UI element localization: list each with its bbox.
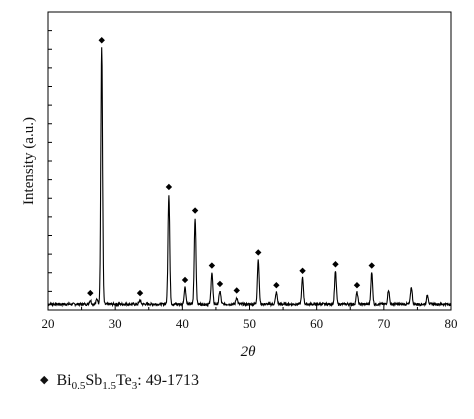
- xrd-pattern-layer: [47, 47, 452, 308]
- x-tick-label: 40: [176, 316, 189, 331]
- legend-label: Bi0.5Sb1.5Te3: 49-1713: [56, 372, 200, 393]
- peak-marker-diamond: [233, 287, 240, 294]
- peak-marker-diamond: [353, 282, 361, 289]
- x-tick-label: 70: [377, 316, 390, 331]
- x-tick-label: 20: [42, 316, 55, 331]
- peak-marker-diamond: [98, 37, 105, 44]
- xrd-pattern-line: [47, 47, 452, 308]
- peak-marker-diamond: [273, 282, 280, 289]
- tick-label-layer: 20 30 40 50 60 70 80: [42, 316, 458, 331]
- x-tick-label: 50: [243, 316, 256, 331]
- peak-marker-diamond: [332, 261, 339, 268]
- peak-marker-diamond: [368, 262, 375, 269]
- x-tick-label: 80: [445, 316, 458, 331]
- diamond-marker-icon: ◆: [40, 374, 49, 386]
- peak-marker-diamond: [136, 289, 144, 297]
- peak-marker-diamond: [191, 207, 199, 214]
- y-axis-label: Intensity (a.u.): [21, 117, 37, 205]
- x-tick-label: 30: [109, 316, 122, 331]
- legend-subscript: 3: [131, 380, 138, 393]
- peak-marker-layer: [87, 37, 375, 297]
- axes-layer: [47, 11, 452, 311]
- legend-subscript: 1.5: [102, 380, 116, 393]
- legend: ◆ Bi0.5Sb1.5Te3: 49-1713: [40, 372, 199, 392]
- peak-marker-diamond: [299, 267, 306, 274]
- peak-marker-diamond: [255, 249, 262, 256]
- legend-subscript: 0.5: [71, 380, 86, 393]
- peak-marker-diamond: [165, 183, 173, 191]
- peak-marker-diamond: [216, 280, 224, 288]
- peak-marker-diamond: [87, 289, 94, 297]
- peak-marker-diamond: [208, 262, 216, 269]
- peak-marker-diamond: [181, 276, 189, 284]
- x-tick-label: 60: [310, 316, 323, 331]
- x-axis-label: 2θ: [241, 344, 257, 360]
- plot-frame: [47, 11, 452, 311]
